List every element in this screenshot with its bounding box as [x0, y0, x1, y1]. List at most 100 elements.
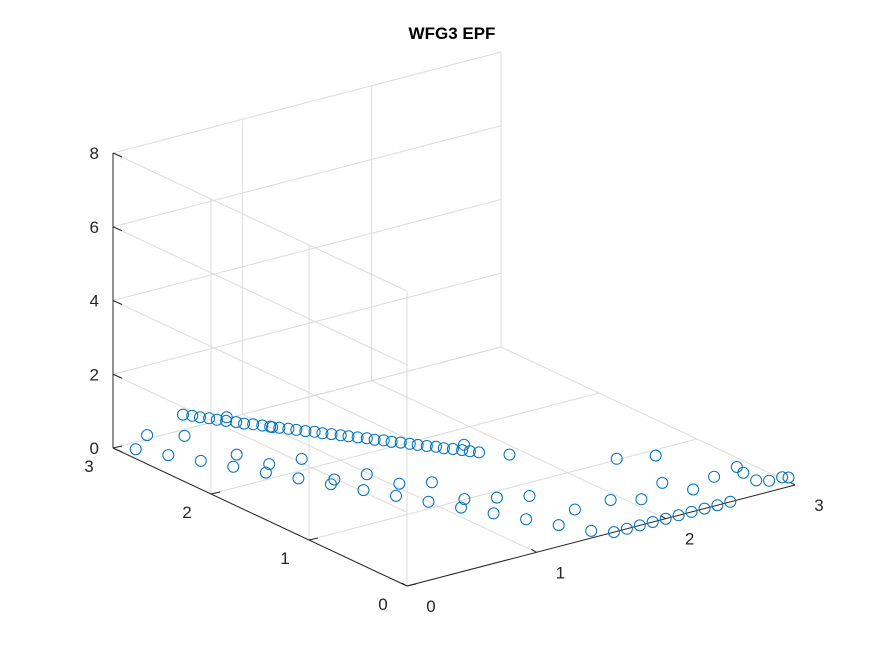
- y-tick-mark: [210, 491, 221, 495]
- z-tick-mark: [112, 152, 123, 158]
- scatter-point: [633, 519, 646, 532]
- scatter-point: [610, 452, 623, 465]
- scatter-point: [178, 429, 191, 442]
- scatter-point: [607, 526, 620, 539]
- side-wall-grid-line: [112, 51, 502, 154]
- z-tick-mark: [112, 226, 123, 232]
- scatter-point: [273, 421, 286, 434]
- y-tick-label: 0: [378, 595, 387, 614]
- scatter-point: [585, 524, 598, 537]
- x-tick-mark: [660, 515, 666, 520]
- scatter-point: [649, 449, 662, 462]
- scatter-point: [422, 495, 435, 508]
- scatter-point: [656, 476, 669, 489]
- scatter-point: [490, 491, 503, 504]
- scatter-point: [687, 483, 700, 496]
- scatter-point: [487, 507, 500, 520]
- scatter-point: [646, 516, 659, 528]
- scatter-point: [292, 472, 305, 485]
- scatter-point: [368, 433, 381, 446]
- back-wall-grid-line: [112, 373, 408, 513]
- z-tick-label: 8: [90, 144, 99, 163]
- scatter-point: [357, 484, 370, 497]
- scatter-point: [220, 411, 233, 424]
- scatter-point: [708, 470, 721, 483]
- scatter-point: [711, 499, 724, 512]
- side-wall-grid-line: [112, 199, 502, 301]
- scatter-point: [776, 471, 789, 484]
- y-axis-line: [112, 447, 408, 587]
- x-tick-mark: [531, 548, 537, 553]
- scatter-point: [360, 432, 373, 445]
- x-axis-line: [406, 484, 796, 587]
- back-wall-grid-line: [112, 152, 408, 292]
- scatter-point: [259, 466, 272, 479]
- scatter-point: [659, 512, 672, 525]
- scatter-point: [238, 417, 251, 430]
- scatter-point: [295, 452, 308, 465]
- floor-grid-line: [371, 380, 666, 520]
- data-points: [129, 408, 795, 539]
- y-tick-mark: [112, 445, 123, 449]
- scatter-point: [763, 474, 776, 487]
- scatter-point: [724, 495, 737, 508]
- y-tick-label: 1: [280, 549, 289, 568]
- scatter-point: [737, 466, 750, 479]
- chart-title: WFG3 EPF: [409, 24, 496, 43]
- scatter-point: [186, 409, 199, 422]
- scatter-point: [750, 474, 763, 487]
- scatter-point: [568, 503, 581, 516]
- scatter-point: [520, 513, 533, 526]
- floor-grid-line: [308, 438, 698, 541]
- z-tick-mark: [112, 447, 123, 453]
- scatter-point: [282, 422, 295, 435]
- scatter-point: [316, 427, 329, 440]
- scatter-point: [220, 414, 233, 427]
- scatter-point: [635, 493, 648, 506]
- scatter-point: [203, 412, 216, 425]
- z-tick-mark: [112, 373, 123, 379]
- scatter-point: [620, 522, 633, 535]
- scatter-point: [394, 436, 407, 449]
- scatter-point: [266, 421, 279, 434]
- scatter-point: [230, 416, 243, 429]
- x-tick-label: 2: [685, 530, 694, 549]
- scatter-point: [385, 435, 398, 448]
- scatter-point: [263, 458, 276, 471]
- scatter-point: [458, 438, 470, 451]
- scatter-point: [177, 408, 189, 421]
- floor-grid-line: [242, 413, 537, 553]
- scatter-point: [247, 418, 260, 431]
- scatter-point: [390, 489, 402, 502]
- z-tick-mark: [112, 300, 123, 305]
- scatter-point: [351, 431, 364, 444]
- y-tick-mark: [406, 583, 417, 587]
- floor-grid-line: [210, 392, 600, 495]
- scatter-point: [403, 437, 416, 450]
- scatter-point: [437, 442, 450, 455]
- scatter-point: [411, 438, 424, 451]
- scatter-point: [299, 425, 312, 438]
- scatter-point: [325, 428, 338, 441]
- scatter-point: [523, 490, 536, 502]
- scatter-point: [162, 449, 175, 462]
- scatter-point: [211, 413, 223, 426]
- side-wall-grid-line: [112, 125, 502, 228]
- scatter-point: [194, 454, 207, 467]
- scatter-point: [227, 460, 240, 473]
- y-tick-mark: [308, 537, 319, 541]
- back-wall-grid-line: [112, 300, 408, 439]
- scatter-point: [425, 476, 438, 489]
- scatter-point: [456, 444, 469, 457]
- y-tick-label: 3: [84, 457, 93, 476]
- x-tick-label: 0: [426, 597, 435, 616]
- grid-lines: [112, 51, 796, 587]
- scatter-point: [420, 440, 433, 452]
- z-tick-label: 4: [90, 292, 99, 311]
- x-tick-label: 1: [556, 563, 565, 582]
- scatter-point: [230, 448, 243, 461]
- side-wall-grid-line: [112, 346, 502, 449]
- scatter-point: [730, 461, 743, 473]
